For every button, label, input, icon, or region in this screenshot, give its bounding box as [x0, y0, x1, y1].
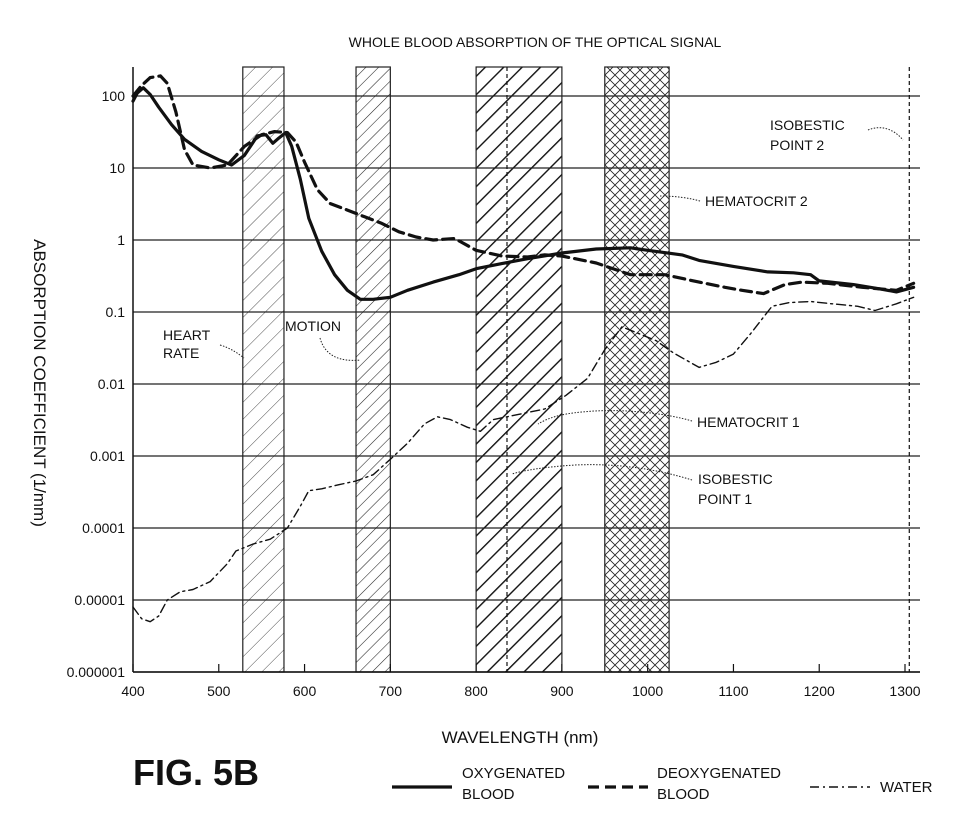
annotation-heart-rate: HEART RATE — [163, 327, 211, 361]
band-motion — [355, 66, 391, 673]
annotation-hematocrit2: HEMATOCRIT 2 — [705, 193, 808, 209]
annotation-leader — [867, 127, 904, 141]
x-tick-label: 900 — [550, 683, 574, 699]
x-tick-label: 1100 — [718, 683, 748, 699]
y-tick-label: 1 — [117, 232, 125, 248]
y-tick-label: 0.01 — [98, 376, 125, 392]
y-tick-label: 0.001 — [90, 448, 125, 464]
annotation-leader — [219, 344, 245, 359]
annotation-leader — [659, 195, 701, 202]
isobestic-lines — [506, 67, 910, 672]
annotations: HEART RATE MOTION HEMATOCRIT 1 HEMATOCRIT 2 I… — [163, 117, 904, 507]
x-tick-label: 500 — [207, 683, 231, 699]
chart-title: WHOLE BLOOD ABSORPTION OF THE OPTICAL SI… — [349, 34, 722, 50]
band-hematocrit-1 — [475, 66, 563, 673]
legend: OXYGENATED BLOOD DEOXYGENATED BLOOD WATER — [392, 765, 933, 803]
y-axis-label: ABSORPTION COEFFICIENT (1/mm) — [30, 239, 49, 527]
series-water — [132, 296, 915, 623]
legend-label: OXYGENATED BLOOD — [462, 765, 565, 803]
wavelength-bands — [242, 66, 670, 673]
x-tick-label: 700 — [379, 683, 403, 699]
x-tick-label: 1000 — [632, 683, 663, 699]
annotation-hematocrit1: HEMATOCRIT 1 — [697, 414, 800, 430]
x-tick-label: 1200 — [804, 683, 835, 699]
y-tick-labels: 100 10 1 0.1 0.01 0.001 0.0001 0.00001 0.000001 — [67, 88, 126, 680]
annotation-leader — [319, 337, 361, 361]
y-tick-label: 0.000001 — [67, 664, 126, 680]
y-tick-label: 0.0001 — [82, 520, 125, 536]
x-tick-label: 400 — [121, 683, 145, 699]
band-hematocrit-2 — [604, 66, 670, 673]
figure-label: FIG. 5B — [133, 752, 259, 793]
y-tick-label: 0.1 — [106, 304, 126, 320]
annotation-leader — [537, 410, 693, 425]
y-tick-label: 10 — [109, 160, 125, 176]
x-tick-labels: 400 500 600 700 800 900 1000 1100 1200 1300 — [121, 683, 920, 699]
legend-label: WATER — [880, 779, 933, 796]
axes — [132, 67, 920, 673]
series-deoxygenated-blood — [131, 74, 916, 296]
annotation-leader — [511, 464, 693, 481]
x-tick-label: 1300 — [889, 683, 920, 699]
x-tick-label: 600 — [293, 683, 317, 699]
y-tick-label: 100 — [102, 88, 126, 104]
x-axis-label: WAVELENGTH (nm) — [442, 728, 599, 747]
y-tick-label: 0.00001 — [74, 592, 125, 608]
annotation-isobestic2: ISOBESTIC POINT 2 — [770, 117, 845, 153]
band-heart-rate — [242, 66, 285, 673]
data-series — [131, 74, 916, 623]
annotation-motion: MOTION — [285, 318, 341, 334]
legend-label: DEOXYGENATED BLOOD — [657, 765, 781, 803]
annotation-isobestic1: ISOBESTIC POINT 1 — [698, 471, 773, 507]
x-tick-label: 800 — [464, 683, 488, 699]
series-oxygenated-blood — [131, 86, 916, 301]
